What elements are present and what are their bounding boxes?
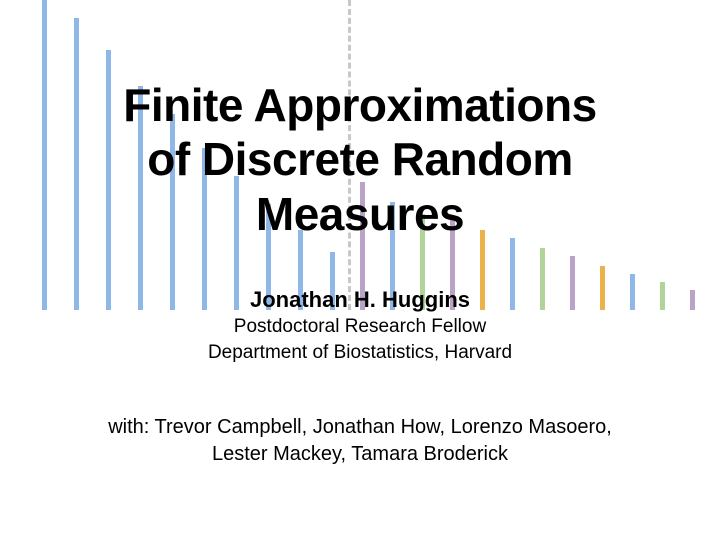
title-line-3: Measures xyxy=(123,187,596,241)
author-block: Jonathan H. Huggins Postdoctoral Researc… xyxy=(208,285,512,366)
author-dept: Department of Biostatistics, Harvard xyxy=(208,340,512,366)
slide-title: Finite Approximations of Discrete Random… xyxy=(123,78,596,241)
collab-line-2: Lester Mackey, Tamara Broderick xyxy=(108,441,612,468)
author-role: Postdoctoral Research Fellow xyxy=(208,314,512,340)
title-line-1: Finite Approximations xyxy=(123,78,596,132)
author-name: Jonathan H. Huggins xyxy=(208,285,512,315)
title-line-2: of Discrete Random xyxy=(123,132,596,186)
collaborators: with: Trevor Campbell, Jonathan How, Lor… xyxy=(108,414,612,468)
slide-content: Finite Approximations of Discrete Random… xyxy=(0,0,720,540)
collab-line-1: with: Trevor Campbell, Jonathan How, Lor… xyxy=(108,414,612,441)
